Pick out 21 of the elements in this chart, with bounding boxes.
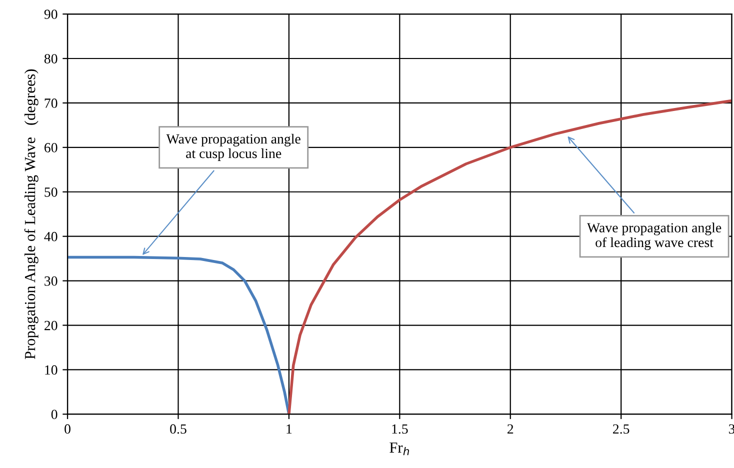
x-tick-label: 2: [508, 424, 514, 434]
line-series: [68, 256, 290, 414]
y-tick-label: 30: [44, 276, 58, 286]
x-tick-label: 1.5: [392, 424, 408, 434]
y-tick-label: 40: [44, 232, 58, 242]
y-tick-label: 60: [44, 143, 58, 152]
y-tick-label: 50: [44, 187, 58, 197]
annotation: Wave propagation angle at cusp locus line: [166, 134, 300, 161]
y-tick-label: 70: [44, 98, 58, 108]
y-axis-title: Propagation Angle of Leading Wave (degrees): [24, 69, 38, 360]
x-tick-label: 0.5: [170, 424, 186, 434]
y-tick-label: 90: [44, 10, 58, 19]
x-tick-label: 0: [64, 424, 70, 434]
y-tick-label: 0: [51, 410, 58, 420]
y-tick-label: 20: [44, 320, 58, 330]
y-tick-label: 10: [45, 365, 58, 375]
x-tick-label: 2.5: [613, 424, 630, 434]
annotation: Wave propagation angle of leading wave crest: [586, 222, 722, 250]
x-tick-label: 1: [286, 424, 292, 434]
x-axis-title: Fr$_{h}$: [390, 442, 409, 456]
y-tick-label: 80: [44, 54, 58, 64]
